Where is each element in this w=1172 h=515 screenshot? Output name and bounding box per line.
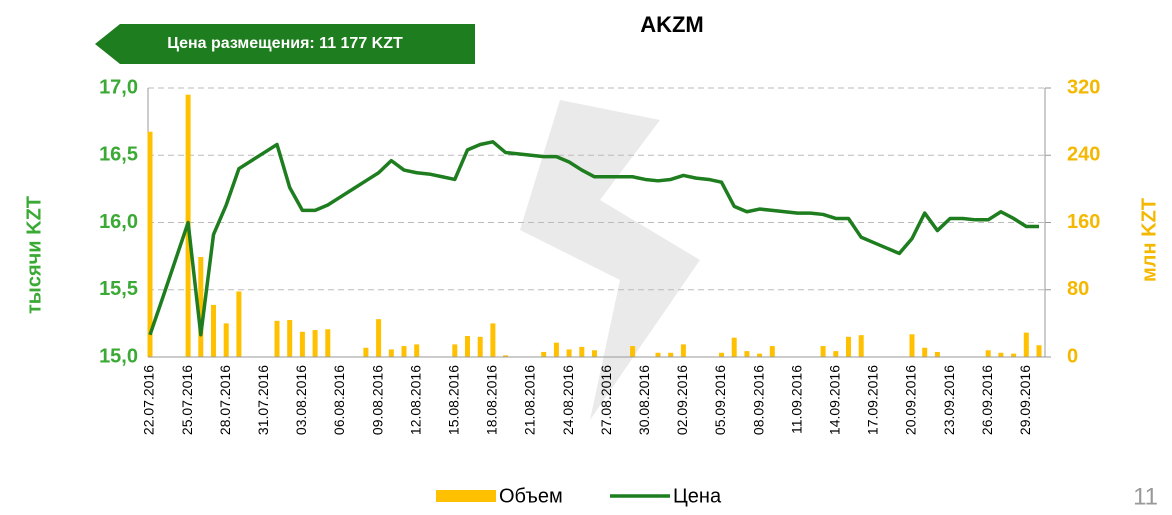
- bar: [490, 323, 496, 357]
- bar: [414, 344, 420, 357]
- bar: [1036, 345, 1042, 357]
- bar: [401, 346, 407, 357]
- bar: [566, 349, 572, 357]
- legend-swatch: [436, 490, 496, 502]
- x-tick-label: 24.08.2016: [560, 365, 576, 435]
- x-tick-label: 03.08.2016: [293, 365, 309, 435]
- y2-tick-label: 160: [1067, 211, 1100, 233]
- x-tick-label: 22.07.2016: [141, 365, 157, 435]
- bar: [846, 336, 851, 357]
- page-number: 11: [1133, 483, 1158, 510]
- bar: [744, 351, 750, 357]
- bar: [553, 342, 559, 357]
- bar: [236, 291, 242, 357]
- bar: [452, 344, 458, 357]
- x-tick-label: 12.08.2016: [407, 365, 423, 435]
- bar: [833, 351, 839, 357]
- bar: [630, 346, 636, 357]
- x-tick-label: 20.09.2016: [903, 365, 919, 435]
- bar: [680, 344, 686, 357]
- bar: [274, 320, 280, 357]
- bar: [1023, 332, 1029, 357]
- y-tick-label: 16,0: [99, 211, 138, 233]
- x-tick-label: 25.07.2016: [179, 365, 195, 435]
- y2-tick-label: 80: [1067, 278, 1089, 300]
- y2-tick-label: 240: [1067, 144, 1100, 166]
- bar: [1011, 353, 1017, 357]
- y2-tick-label: 320: [1067, 76, 1100, 98]
- bar: [211, 304, 216, 357]
- bar: [769, 346, 775, 357]
- x-tick-label: 21.08.2016: [522, 365, 538, 435]
- y-tick-label: 17,0: [99, 76, 138, 98]
- bar: [985, 350, 991, 357]
- x-tick-label: 17.09.2016: [865, 365, 881, 435]
- bar: [998, 352, 1004, 357]
- x-tick-label: 30.08.2016: [636, 365, 652, 435]
- bar: [757, 353, 763, 357]
- bar: [376, 319, 382, 357]
- legend-label: Цена: [673, 485, 722, 507]
- bar: [477, 336, 483, 357]
- watermark: [520, 100, 700, 420]
- y-tick-label: 15,0: [99, 345, 138, 367]
- bar: [655, 352, 661, 357]
- x-tick-label: 15.08.2016: [446, 365, 462, 435]
- bar: [934, 351, 940, 357]
- bar: [325, 329, 331, 357]
- x-tick-label: 02.09.2016: [674, 365, 690, 435]
- x-tick-label: 18.08.2016: [484, 365, 500, 435]
- x-tick-label: 28.07.2016: [217, 365, 233, 435]
- legend-label: Объем: [499, 485, 563, 507]
- bar: [147, 131, 153, 357]
- bar: [299, 331, 305, 357]
- banner-shape: [95, 24, 475, 64]
- x-tick-label: 11.09.2016: [788, 365, 804, 434]
- price-line: [148, 140, 1039, 337]
- bar: [541, 351, 547, 357]
- bar: [909, 334, 915, 357]
- x-tick-label: 29.09.2016: [1017, 365, 1033, 435]
- x-tick-label: 26.09.2016: [979, 365, 995, 435]
- x-tick-label: 08.09.2016: [750, 365, 766, 435]
- y2-axis-title: млн KZT: [1138, 198, 1160, 282]
- x-tick-label: 27.08.2016: [598, 365, 614, 435]
- bar: [198, 256, 204, 357]
- bar: [820, 346, 826, 357]
- bar: [668, 352, 674, 357]
- bar: [223, 323, 229, 357]
- y-tick-label: 15,5: [99, 278, 138, 300]
- bar: [579, 346, 585, 357]
- y-axis-title: тысячи KZT: [23, 196, 45, 314]
- x-tick-label: 31.07.2016: [255, 365, 271, 435]
- bar: [503, 355, 509, 357]
- bar: [312, 330, 318, 357]
- bar: [719, 352, 724, 357]
- x-tick-label: 06.08.2016: [331, 365, 347, 435]
- bar: [465, 335, 470, 357]
- bar: [287, 320, 293, 357]
- x-tick-label: 09.08.2016: [369, 365, 385, 435]
- x-tick-label: 14.09.2016: [827, 365, 843, 435]
- x-tick-label: 05.09.2016: [712, 365, 728, 435]
- banner: Цена размещения: 11 177 KZT: [167, 35, 403, 52]
- bar: [731, 337, 737, 357]
- y-tick-label: 16,5: [99, 144, 138, 166]
- bar: [922, 347, 928, 357]
- y2-tick-label: 0: [1067, 345, 1078, 367]
- chart-title: AKZM: [640, 12, 704, 37]
- bar: [363, 347, 369, 357]
- bar: [858, 335, 864, 357]
- bar: [388, 349, 394, 357]
- x-tick-label: 23.09.2016: [941, 365, 957, 435]
- bar: [592, 350, 597, 357]
